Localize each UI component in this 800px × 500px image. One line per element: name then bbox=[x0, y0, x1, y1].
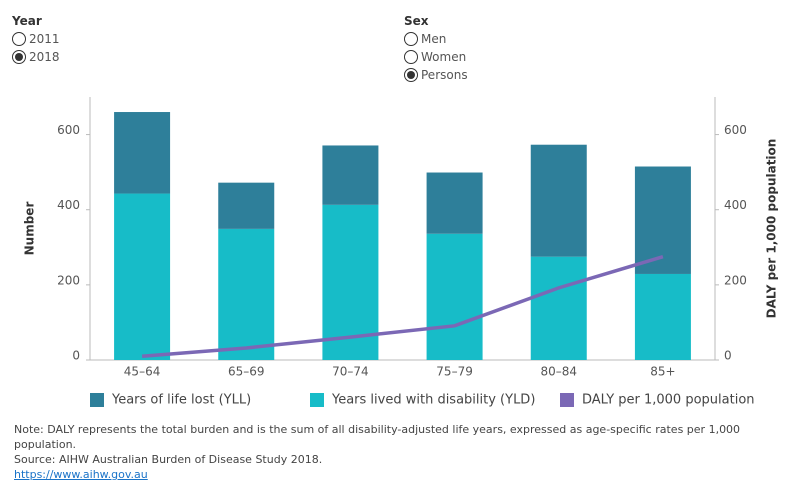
radio-option[interactable]: Persons bbox=[404, 66, 468, 84]
legend-label: Years of life lost (YLL) bbox=[111, 393, 251, 408]
sex-filter: Sex Men Women Persons bbox=[404, 14, 468, 84]
x-tick-label: 70–74 bbox=[332, 365, 369, 379]
radio-label[interactable]: 2011 bbox=[29, 32, 60, 46]
bar bbox=[218, 182, 275, 229]
legend-swatch bbox=[90, 393, 104, 407]
radio-button[interactable] bbox=[404, 32, 418, 46]
radio-button[interactable] bbox=[12, 50, 26, 64]
radio-label[interactable]: 2018 bbox=[29, 50, 60, 64]
bar bbox=[634, 166, 691, 274]
x-tick-label: 85+ bbox=[650, 365, 675, 379]
y-tick-label: 200 bbox=[57, 273, 80, 287]
bar bbox=[114, 112, 171, 194]
note: Note: DALY represents the total burden a… bbox=[14, 423, 741, 451]
x-tick-label: 65–69 bbox=[228, 365, 265, 379]
y-tick-label: 600 bbox=[57, 123, 80, 137]
notes: Note: DALY represents the total burden a… bbox=[14, 422, 784, 482]
radio-button[interactable] bbox=[12, 32, 26, 46]
x-tick-label: 45–64 bbox=[124, 365, 161, 379]
radio-label[interactable]: Women bbox=[421, 50, 467, 64]
y2-tick-label: 600 bbox=[724, 123, 747, 137]
filter-title: Year bbox=[12, 14, 42, 28]
radio-label[interactable]: Persons bbox=[421, 68, 468, 82]
radio-button[interactable] bbox=[404, 50, 418, 64]
legend-swatch bbox=[310, 393, 324, 407]
radio-option[interactable]: Women bbox=[404, 48, 468, 66]
x-tick-label: 80–84 bbox=[540, 365, 577, 379]
radio-option[interactable]: Men bbox=[404, 30, 468, 48]
source: Source: AIHW Australian Burden of Diseas… bbox=[14, 453, 323, 466]
bar bbox=[114, 193, 171, 360]
y2-tick-label: 0 bbox=[724, 349, 732, 363]
bar bbox=[634, 273, 691, 360]
year-filter: Year 2011 2018 bbox=[12, 14, 60, 66]
legend-label: Years lived with disability (YLD) bbox=[331, 393, 535, 408]
radio-label[interactable]: Men bbox=[421, 32, 447, 46]
x-tick-label: 75–79 bbox=[436, 365, 473, 379]
filter-title: Sex bbox=[404, 14, 429, 28]
bar bbox=[218, 228, 275, 360]
legend-label: DALY per 1,000 population bbox=[582, 393, 755, 408]
y2-tick-label: 400 bbox=[724, 198, 747, 212]
radio-option[interactable]: 2018 bbox=[12, 48, 60, 66]
bar bbox=[426, 233, 483, 360]
radio-button[interactable] bbox=[404, 68, 418, 82]
chart: 0 200 400 600 0 200 400 600 Number DALY per 1,000… bbox=[23, 97, 779, 408]
legend-swatch bbox=[560, 393, 574, 407]
link[interactable]: https://www.aihw.gov.au bbox=[14, 468, 148, 481]
y-tick-label: 400 bbox=[57, 198, 80, 212]
bar bbox=[322, 145, 379, 205]
y-tick-label: 0 bbox=[72, 349, 80, 363]
bar bbox=[426, 172, 483, 234]
bar bbox=[530, 144, 587, 257]
y2-tick-label: 200 bbox=[724, 273, 747, 287]
line bbox=[141, 255, 664, 358]
y2-axis-title: DALY per 1,000 population bbox=[765, 139, 779, 319]
radio-option[interactable]: 2011 bbox=[12, 30, 60, 48]
bar bbox=[530, 256, 587, 360]
y-axis-title: Number bbox=[23, 202, 37, 256]
